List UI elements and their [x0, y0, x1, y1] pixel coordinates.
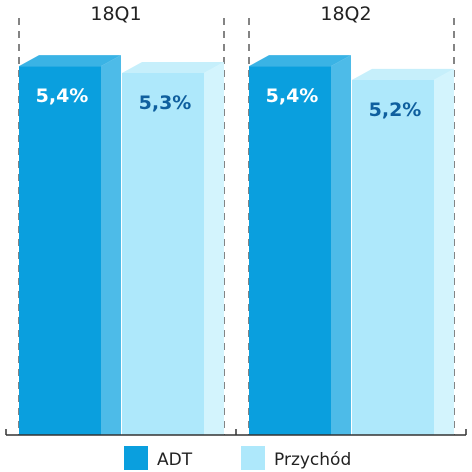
bar: [122, 72, 204, 436]
data-label: 5,4%: [266, 85, 319, 107]
legend-label: Przychód: [274, 450, 351, 470]
legend-swatch: [241, 446, 265, 470]
bar-side-face: [331, 55, 351, 436]
bar-top-face: [19, 55, 121, 67]
category-tick-label: 18Q1: [90, 3, 141, 25]
bar-side-face: [434, 68, 454, 435]
data-label: 5,4%: [36, 85, 89, 107]
bar: [352, 79, 434, 435]
bar-top-face: [122, 61, 224, 73]
data-label: 5,2%: [369, 99, 422, 121]
data-label: 5,3%: [139, 92, 192, 114]
bar-side-face: [204, 61, 224, 435]
axis-layer: [5, 429, 467, 436]
bar: [19, 66, 101, 436]
labels-layer: 5,4% 5,4% 5,3% 5,2% 18Q1 18Q2: [36, 3, 422, 121]
category-tick-label: 18Q2: [320, 3, 371, 25]
bar-top-face: [352, 68, 454, 80]
legend-label: ADT: [157, 450, 193, 470]
legend: ADT Przychód: [124, 446, 351, 470]
bar-top-face: [249, 55, 351, 67]
bars-layer: [19, 55, 454, 436]
bar-side-face: [101, 55, 121, 436]
legend-swatch: [124, 446, 148, 470]
bar: [249, 66, 331, 436]
